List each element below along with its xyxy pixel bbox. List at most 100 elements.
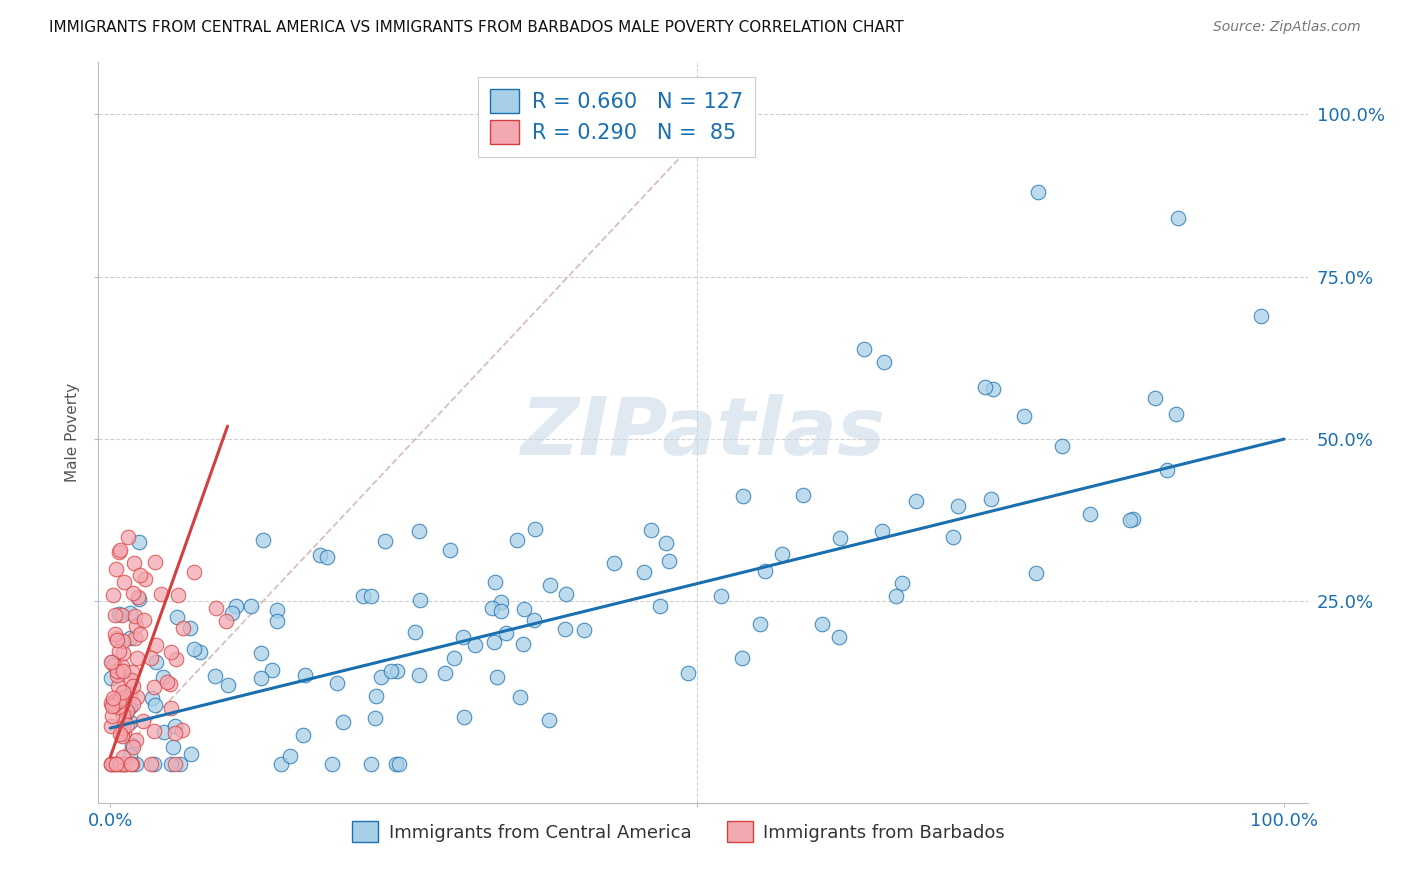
Legend: Immigrants from Central America, Immigrants from Barbados: Immigrants from Central America, Immigra… [346, 814, 1012, 849]
Point [122, 556, 145, 570]
Point [104, 693, 127, 707]
Point [443, 651, 465, 665]
Y-axis label: Male Poverty: Male Poverty [65, 383, 80, 483]
Point [121, 756, 143, 771]
Point [946, 499, 969, 513]
Point [451, 630, 474, 644]
Point [127, 590, 149, 604]
Point [572, 624, 595, 638]
Point [121, 738, 143, 752]
Point [433, 665, 456, 680]
Point [100, 756, 122, 771]
Point [828, 531, 851, 545]
Text: Source: ZipAtlas.com: Source: ZipAtlas.com [1213, 20, 1361, 34]
Point [294, 668, 316, 682]
Point [122, 586, 145, 600]
Point [183, 565, 205, 579]
Point [870, 524, 893, 538]
Point [107, 699, 129, 714]
Point [360, 756, 382, 771]
Point [105, 562, 128, 576]
Point [108, 756, 131, 771]
Point [128, 627, 150, 641]
Point [364, 711, 387, 725]
Point [121, 740, 143, 755]
Point [453, 710, 475, 724]
Point [115, 718, 138, 732]
Point [1143, 392, 1166, 406]
Point [122, 697, 145, 711]
Point [143, 555, 166, 569]
Point [125, 732, 148, 747]
Point [266, 614, 288, 628]
Point [1122, 512, 1144, 526]
Point [114, 756, 136, 771]
Point [884, 589, 907, 603]
Point [159, 677, 181, 691]
Point [101, 655, 124, 669]
Point [143, 698, 166, 713]
Point [125, 650, 148, 665]
Point [974, 380, 997, 394]
Point [139, 651, 162, 665]
Point [981, 382, 1004, 396]
Point [408, 667, 430, 681]
Point [107, 607, 129, 621]
Point [633, 565, 655, 579]
Point [709, 589, 731, 603]
Point [152, 670, 174, 684]
Point [105, 631, 128, 645]
Point [111, 730, 134, 744]
Point [112, 722, 135, 736]
Point [240, 599, 263, 613]
Point [141, 690, 163, 705]
Point [120, 756, 142, 771]
Point [464, 638, 486, 652]
Point [105, 633, 128, 648]
Point [160, 700, 183, 714]
Point [100, 672, 122, 686]
Point [101, 756, 124, 771]
Point [110, 756, 132, 771]
Point [165, 719, 187, 733]
Point [523, 613, 546, 627]
Point [128, 568, 150, 582]
Point [1025, 566, 1047, 580]
Point [360, 589, 382, 603]
Point [125, 690, 148, 704]
Point [828, 630, 851, 644]
Point [408, 524, 430, 538]
Point [108, 727, 131, 741]
Point [152, 724, 174, 739]
Point [156, 675, 179, 690]
Point [108, 545, 131, 559]
Point [172, 621, 194, 635]
Point [730, 650, 752, 665]
Point [217, 678, 239, 692]
Point [374, 534, 396, 549]
Point [873, 355, 896, 369]
Point [409, 592, 432, 607]
Point [149, 587, 172, 601]
Point [115, 704, 138, 718]
Point [120, 748, 142, 763]
Point [270, 756, 292, 771]
Point [495, 626, 517, 640]
Point [266, 603, 288, 617]
Point [655, 536, 678, 550]
Point [120, 714, 142, 729]
Point [538, 713, 561, 727]
Point [125, 618, 148, 632]
Point [100, 756, 122, 771]
Point [105, 756, 128, 771]
Point [439, 542, 461, 557]
Point [810, 617, 832, 632]
Point [111, 659, 134, 673]
Point [509, 690, 531, 705]
Point [754, 564, 776, 578]
Point [101, 709, 124, 723]
Point [221, 607, 243, 621]
Point [112, 634, 135, 648]
Point [163, 726, 186, 740]
Point [980, 491, 1002, 506]
